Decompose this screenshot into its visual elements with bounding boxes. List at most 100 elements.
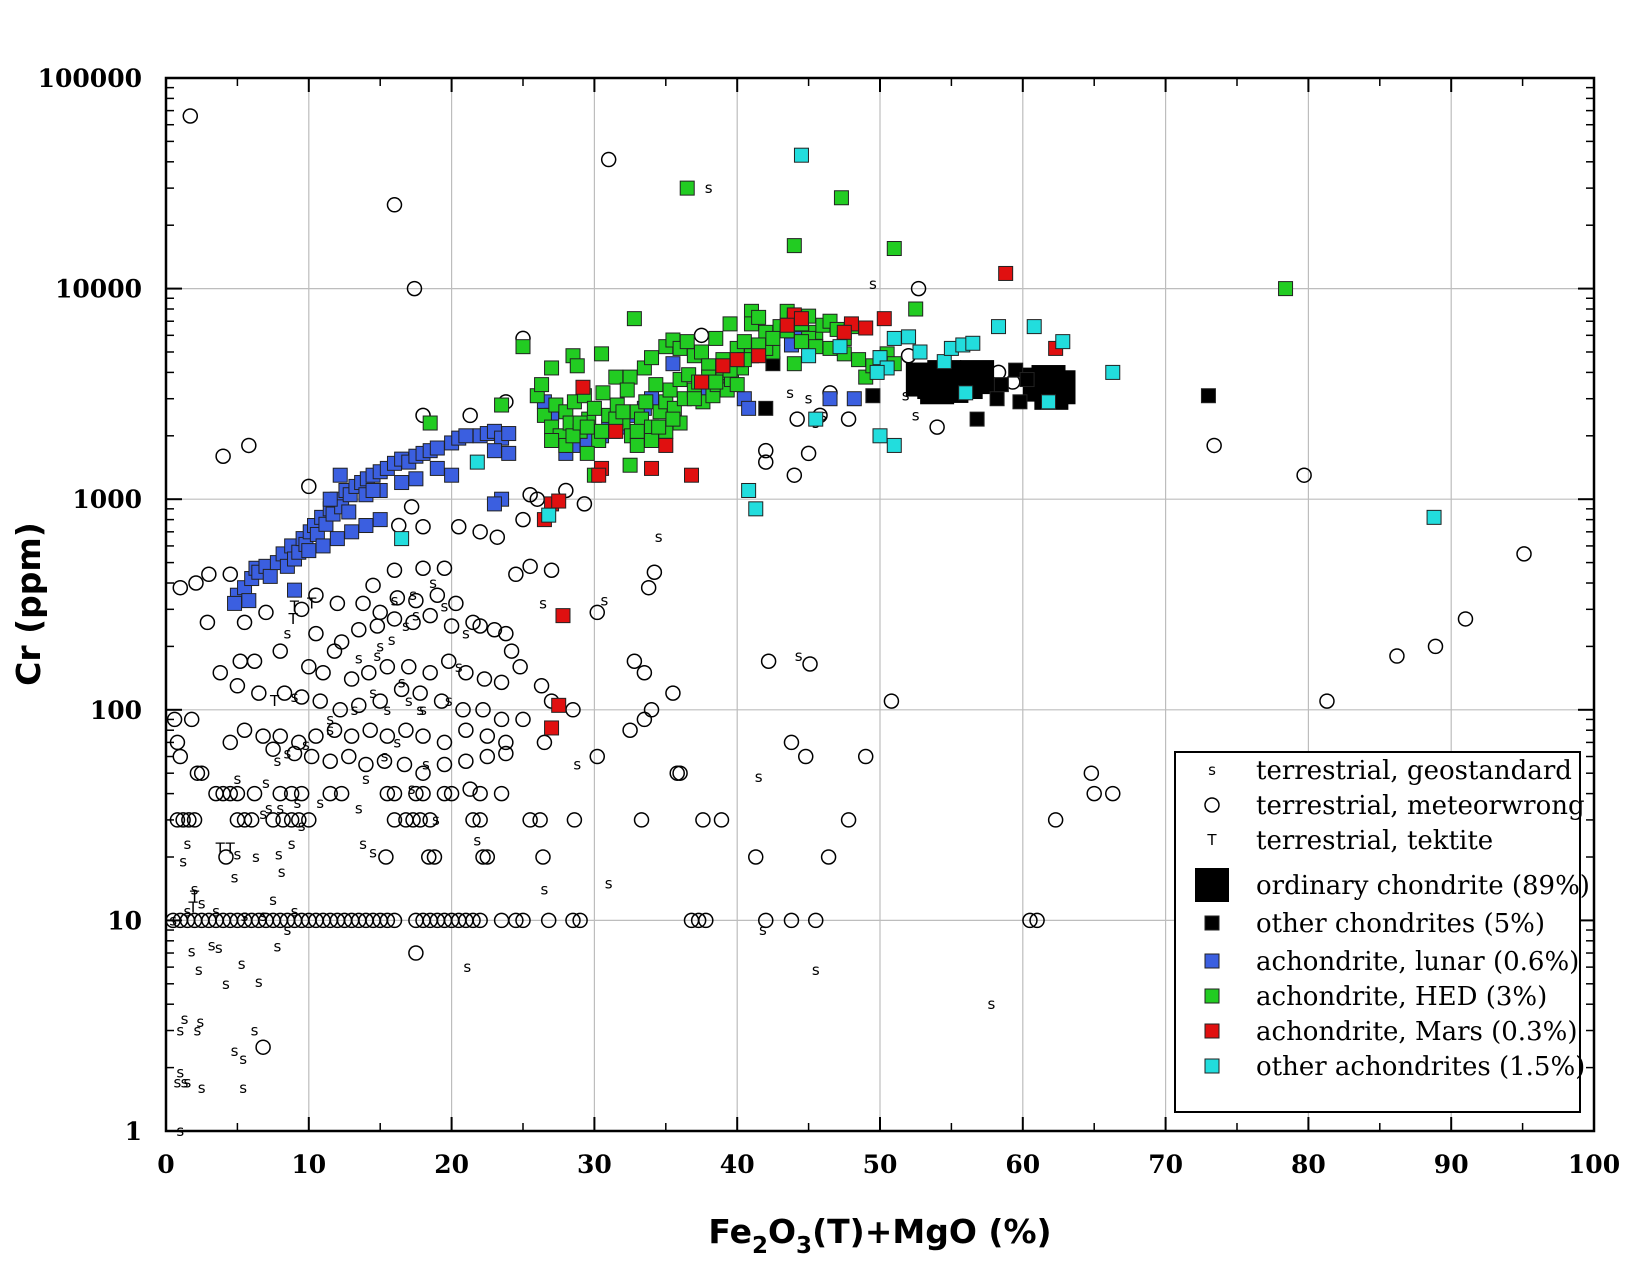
data-point-geostandard: s [241,907,249,925]
data-point-meteorwrong [393,681,410,698]
legend-label-tektite: terrestrial, tektite [1256,826,1493,856]
data-point-meteorwrong [515,711,531,728]
data-point-geostandard: s [755,768,763,786]
data-point-other_chondrites [1019,372,1035,388]
data-point-lunar [486,443,502,459]
data-point-mars [998,265,1014,281]
data-point-meteorwrong [429,587,446,603]
data-point-lunar [429,440,445,456]
data-point-mars [551,493,567,509]
data-point-meteorwrong [565,912,581,929]
data-point-meteorwrong [422,607,438,624]
data-point-hed [686,391,702,407]
data-point-meteorwrong [535,849,551,865]
data-point-hed [765,330,781,346]
data-point-meteorwrong [332,702,348,718]
legend: s terrestrial, geostandard terrestrial, me… [1174,751,1590,1113]
data-point-other_chondrites [993,377,1009,393]
data-point-lunar [429,460,445,476]
legend-label-meteorwrong: terrestrial, meteorwrong [1256,791,1585,821]
data-point-hed [494,397,510,413]
data-point-meteorwrong [303,748,320,765]
data-point-lunar [741,400,757,416]
data-point-meteorwrong [236,722,253,738]
data-point-geostandard: s [359,835,367,853]
data-point-meteorwrong [783,912,800,929]
data-point-tektite: T [289,597,300,615]
data-point-other_achondrites [808,411,824,427]
data-point-meteorwrong [386,812,403,828]
data-point-other_achondrites [1041,394,1057,410]
data-point-other_achondrites [748,501,764,517]
data-point-meteorwrong [479,728,496,744]
data-point-hed [422,415,438,431]
data-point-meteorwrong [412,685,428,701]
data-point-meteorwrong [283,785,300,802]
x-tick-label: 80 [1291,1150,1326,1179]
data-point-other_achondrites [1026,319,1042,335]
data-point-geostandard: s [255,973,263,991]
data-point-geostandard: s [539,594,547,612]
data-point-meteorwrong [436,560,453,577]
data-point-meteorwrong [476,671,493,687]
data-point-mars [729,352,745,368]
legend-marker-lunar [1204,953,1220,969]
data-point-geostandard: s [376,637,384,655]
data-point-meteorwrong [498,625,514,642]
data-point-meteorwrong [572,912,588,929]
data-point-meteorwrong [372,693,388,709]
data-point-geostandard: s [369,844,377,862]
data-point-hed [786,356,802,372]
data-point-geostandard: s [705,179,713,197]
data-point-geostandard: s [408,780,416,798]
data-point-meteorwrong [1516,546,1532,562]
data-point-mars [575,379,591,395]
data-point-meteorwrong [376,753,393,769]
legend-box [1174,751,1581,1113]
x-tick-label: 0 [157,1150,174,1179]
y-tick-label: 1 [125,1117,142,1146]
data-point-lunar [287,582,303,598]
data-point-meteorwrong [690,912,707,929]
data-point-lunar [344,524,360,540]
data-point-other_achondrites [793,147,809,163]
data-point-meteorwrong [465,812,481,828]
legend-marker-other_chondrites [1204,915,1220,931]
data-point-meteorwrong [412,812,428,828]
data-point-meteorwrong [1389,648,1405,664]
data-point-meteorwrong [193,765,210,781]
data-point-geostandard: s [191,881,199,899]
data-point-mars [644,460,660,476]
data-point-tektite: T [306,594,317,612]
data-point-hed [886,241,902,257]
data-point-meteorwrong [398,722,414,738]
data-point-meteorwrong [475,702,491,718]
data-point-meteorwrong [308,728,324,744]
data-point-geostandard: s [231,1042,239,1060]
data-point-lunar [408,471,424,487]
data-point-meteorwrong [379,912,396,929]
data-point-meteorwrong [301,812,317,828]
data-point-meteorwrong [489,529,506,545]
data-point-meteorwrong [789,411,805,427]
data-point-meteorwrong [910,280,927,297]
data-point-geostandard: s [176,1063,184,1081]
data-point-meteorwrong [472,812,488,828]
data-point-meteorwrong [626,653,643,670]
data-point-meteorwrong [783,734,800,751]
data-point-hed [622,369,638,385]
data-point-geostandard: s [795,647,803,665]
data-point-meteorwrong [255,728,271,744]
data-point-meteorwrong [479,849,496,865]
y-tick-label: 10 [107,906,142,935]
data-point-hed [629,423,645,439]
legend-marker-mars [1204,1023,1220,1039]
data-point-meteorwrong [406,280,423,297]
data-point-meteorwrong [462,407,478,424]
data-point-geostandard: s [233,846,241,864]
data-point-mars [751,348,767,364]
x-tick-label: 30 [577,1150,612,1179]
data-point-lunar [341,504,357,520]
data-point-meteorwrong [379,659,396,675]
x-tick-label: 40 [720,1150,755,1179]
